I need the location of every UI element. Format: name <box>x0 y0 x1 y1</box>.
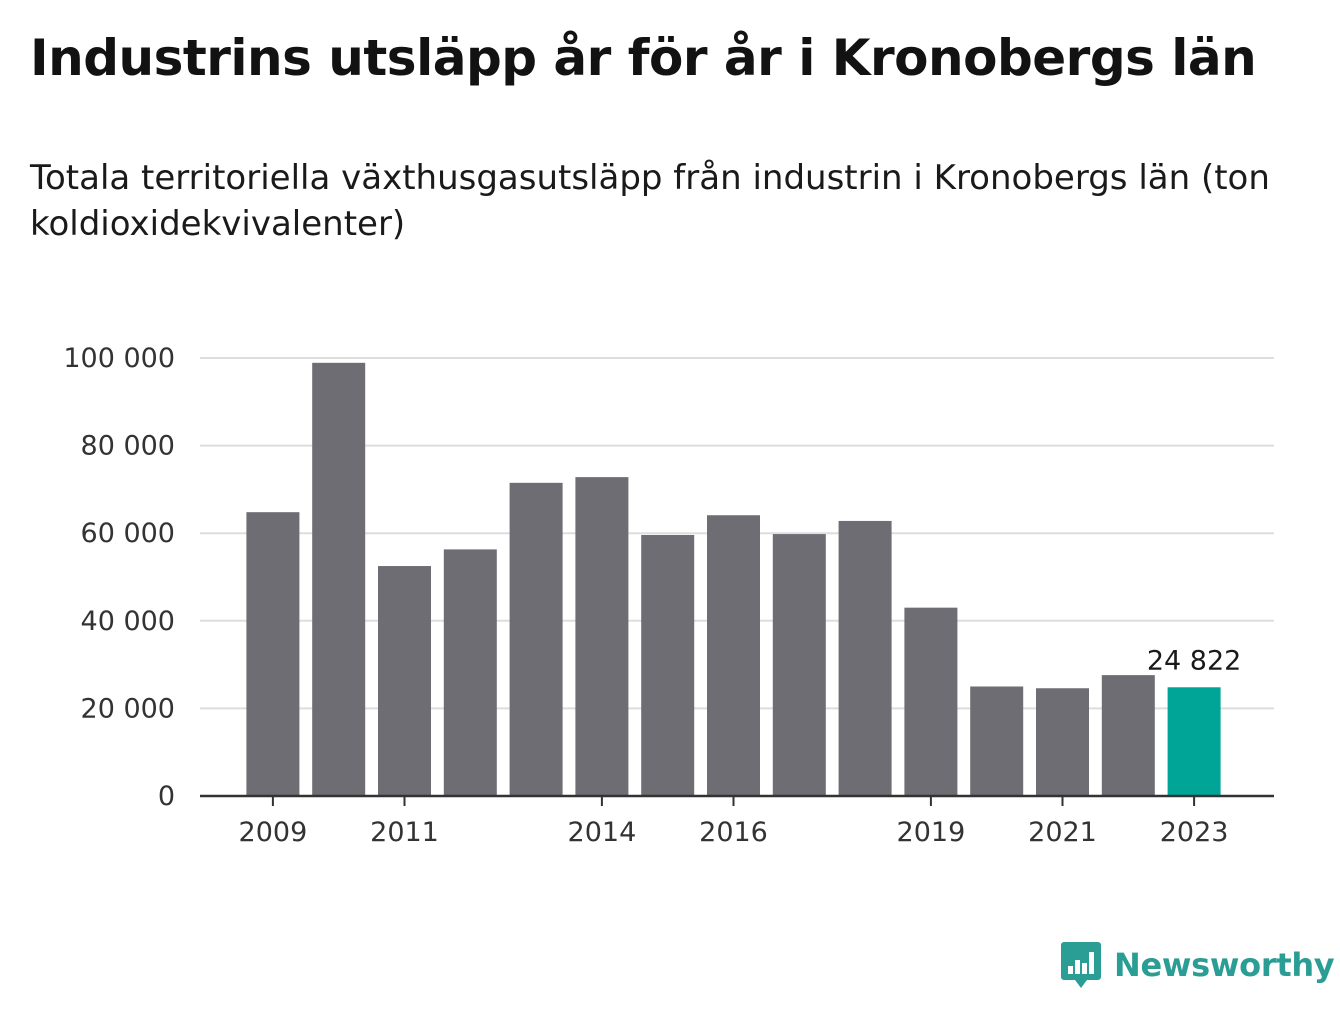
chart-subtitle: Totala territoriella växthusgasutsläpp f… <box>30 158 1270 244</box>
y-tick-label: 0 <box>158 781 175 812</box>
bar-2017 <box>772 534 826 796</box>
bar-2023 <box>1167 687 1221 796</box>
bar-2011 <box>378 566 431 796</box>
bar-2021 <box>1036 688 1089 796</box>
y-tick-label: 40 000 <box>81 606 175 637</box>
chart-title: Industrins utsläpp år för år i Kronoberg… <box>30 29 1257 87</box>
x-tick-label: 2016 <box>699 817 768 848</box>
bar-2013 <box>509 482 563 796</box>
bar-2022 <box>1101 675 1155 796</box>
newsworthy-logo-icon <box>1061 942 1101 988</box>
bar-value-label: 24 822 <box>1147 645 1241 676</box>
bar-2019 <box>904 607 958 796</box>
bar-2010 <box>312 362 366 796</box>
x-tick-label: 2023 <box>1160 817 1229 848</box>
x-tick-label: 2014 <box>568 817 637 848</box>
bar-2014 <box>575 477 629 796</box>
x-tick-label: 2009 <box>239 817 308 848</box>
x-axis-ticks <box>271 796 1196 806</box>
bar-2015 <box>641 534 695 796</box>
bars <box>246 362 1221 796</box>
x-tick-label: 2021 <box>1028 817 1097 848</box>
x-axis-labels: 2009 2011 2014 2016 2019 2021 2023 <box>239 817 1229 848</box>
value-labels: 24 822 <box>1147 645 1241 676</box>
y-tick-label: 60 000 <box>81 518 175 549</box>
bar-2009 <box>246 512 300 796</box>
newsworthy-brand: Newsworthy <box>1060 940 1335 990</box>
x-tick-label: 2019 <box>897 817 966 848</box>
y-tick-label: 80 000 <box>81 431 175 462</box>
brand-name: Newsworthy <box>1114 946 1335 984</box>
y-axis-labels: 0 20 000 40 000 60 000 80 000 100 000 <box>63 343 175 812</box>
x-tick-label: 2011 <box>370 817 439 848</box>
bar-2012 <box>443 549 497 796</box>
bar-2018 <box>838 520 892 796</box>
bar-2016 <box>707 515 760 796</box>
y-tick-label: 20 000 <box>81 693 175 724</box>
y-tick-label: 100 000 <box>63 343 175 374</box>
bar-2020 <box>970 686 1024 796</box>
